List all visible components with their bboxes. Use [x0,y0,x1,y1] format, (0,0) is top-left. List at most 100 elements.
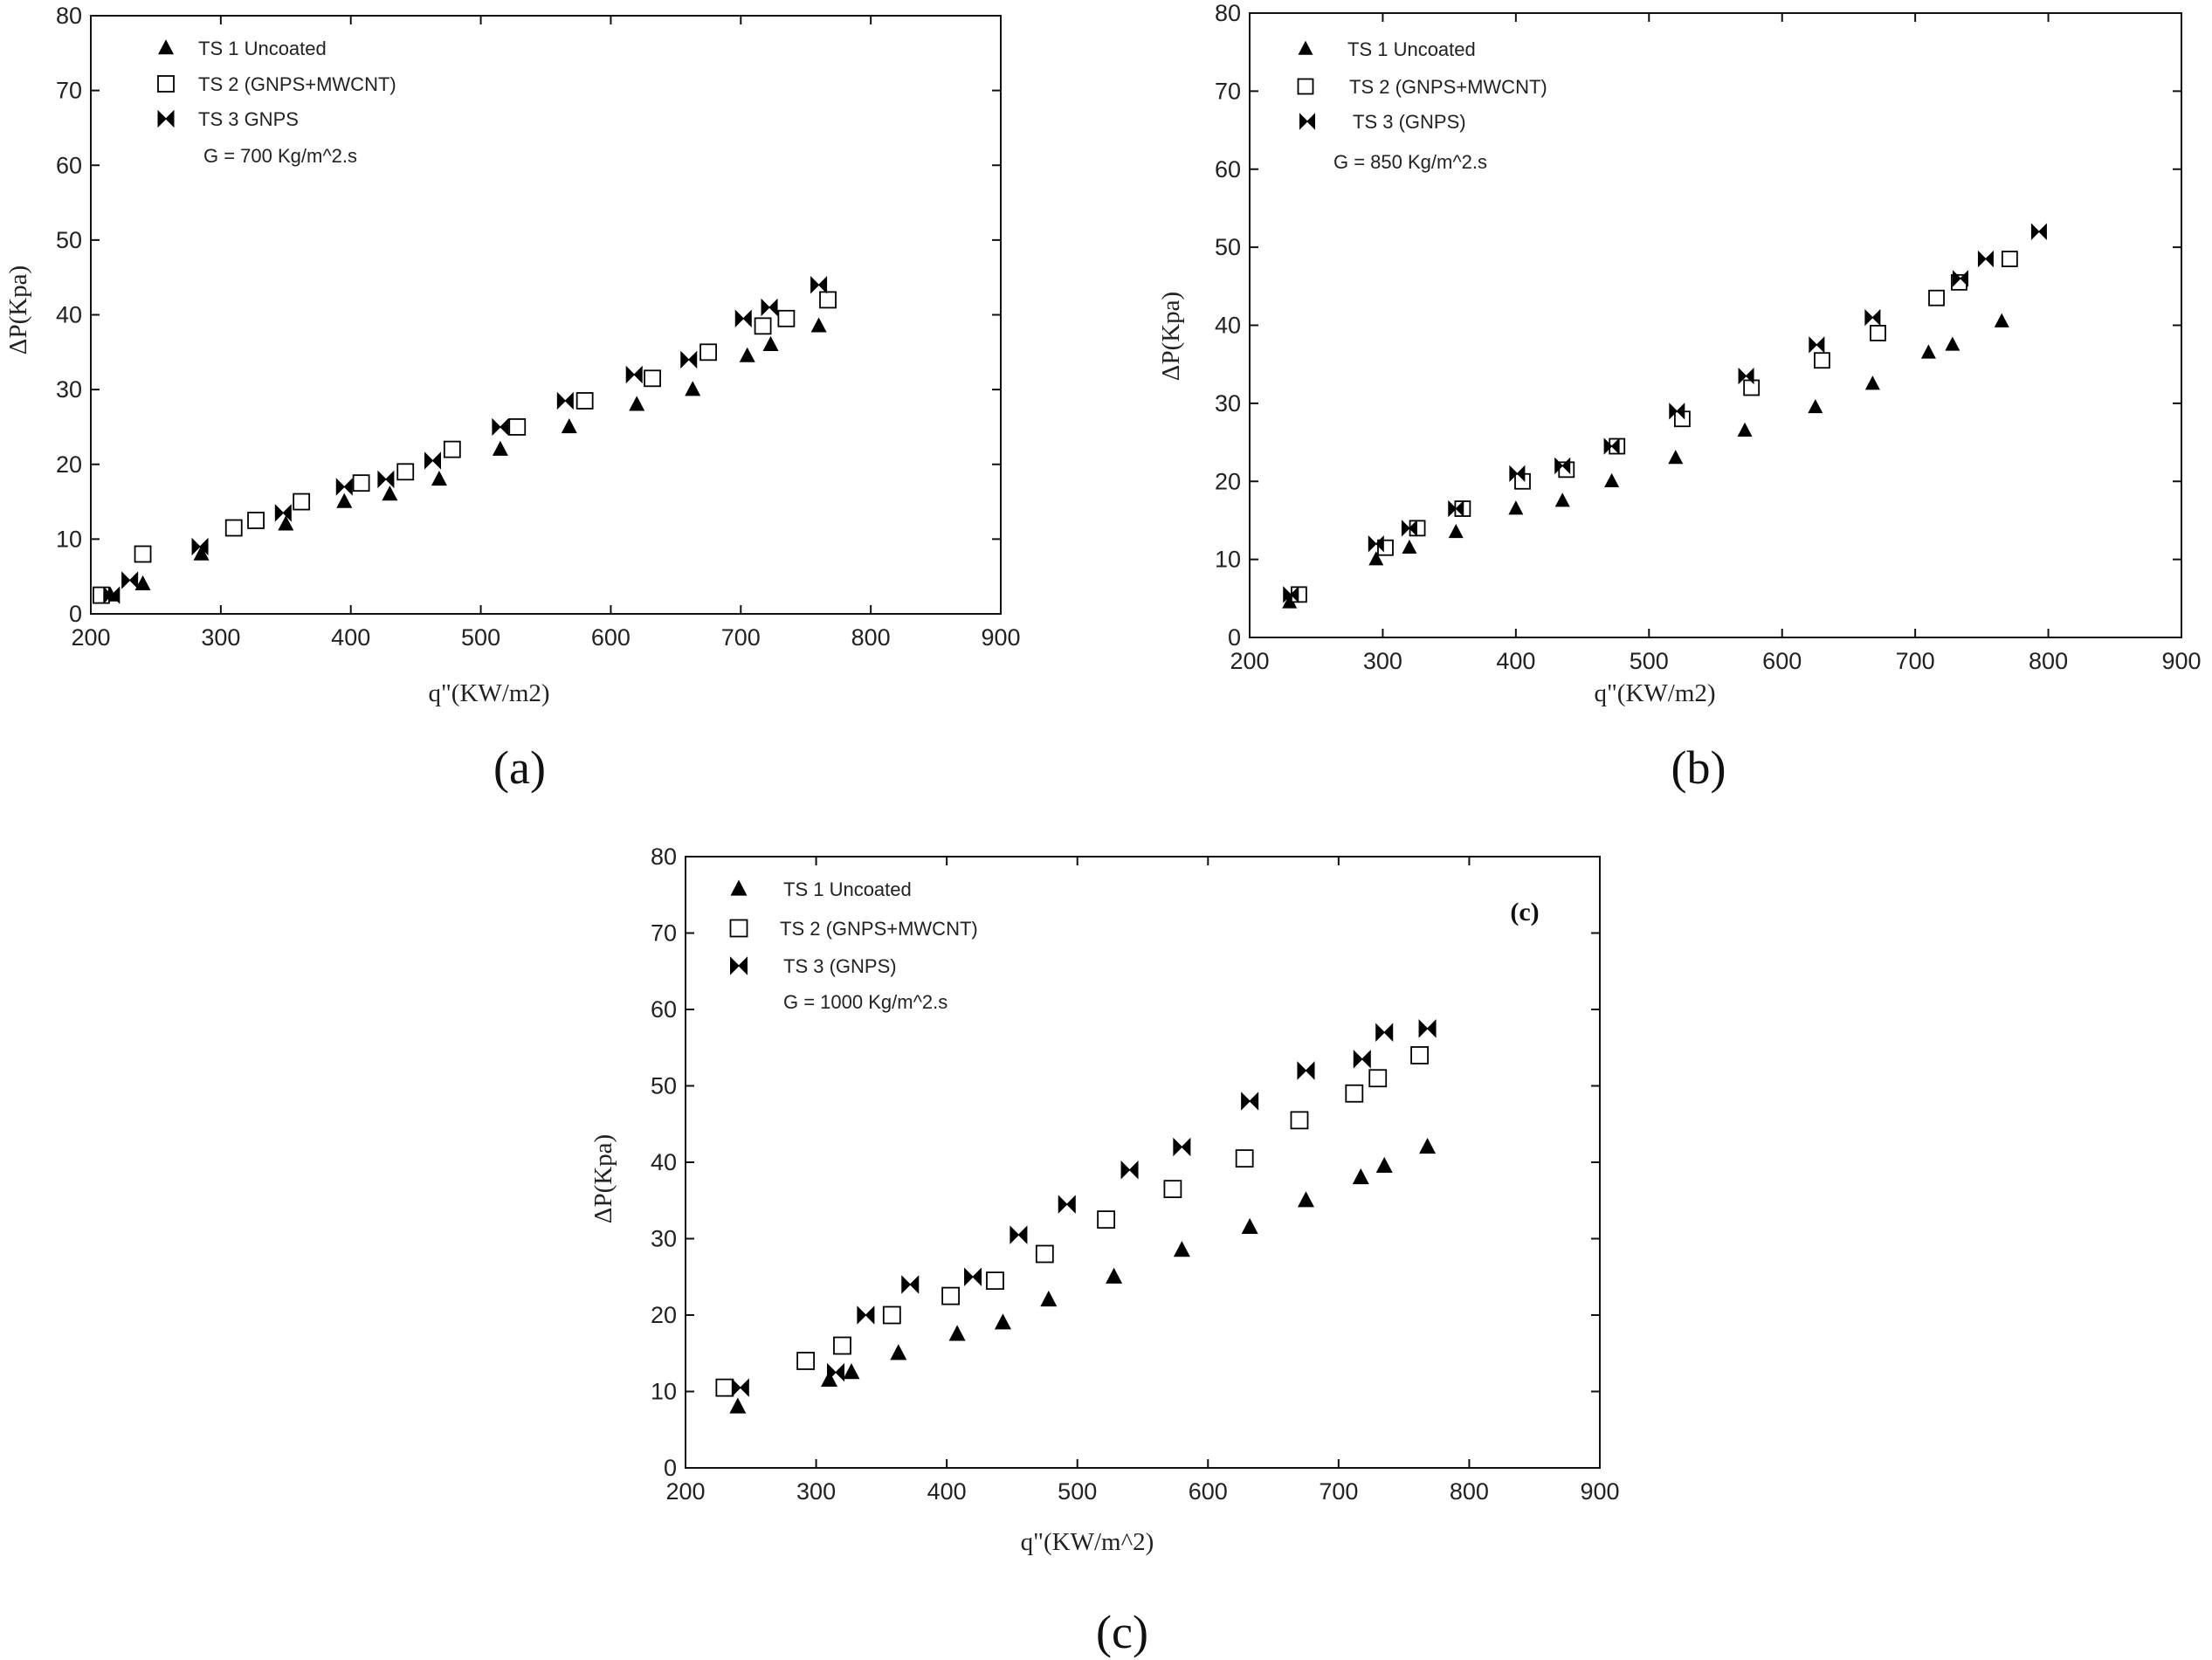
flow-rate-annotation: G = 700 Kg/m^2.s [203,145,357,167]
data-point-ts2 [2001,251,2018,267]
data-point-ts1 [948,1325,966,1341]
legend: TS 1 Uncoated TS 2 (GNPS+MWCNT) TS 3 (GN… [1297,38,1547,173]
plot-area: 200 300 400 500 600 700 800 900 0 10 20 30 40 50 60 70 8… [56,3,1021,651]
data-point-ts3 [901,1275,920,1294]
data-point-ts1 [1920,344,1936,359]
data-point-ts2 [352,474,370,492]
data-point-ts1 [729,1397,747,1414]
legend-symbol-ts2 [157,75,175,93]
data-point-ts2 [575,392,594,410]
data-point-ts1 [685,381,701,396]
y-tick-label: 60 [56,152,82,178]
data-point-ts3 [1448,499,1464,518]
x-tick-label: 400 [1496,648,1535,674]
legend-symbol-ts1 [730,879,748,896]
data-point-ts1 [1368,551,1384,566]
data-point-ts3 [680,350,698,369]
data-point-ts3 [1554,457,1571,475]
data-point-ts3 [1669,403,1685,420]
data-point-ts3 [191,537,209,556]
data-point-ts1 [134,575,151,590]
data-point-ts1 [1352,1168,1369,1185]
data-point-ts2 [833,1336,851,1355]
legend-marker-ts3 [1299,113,1315,130]
x-tick-label: 300 [201,624,240,651]
data-point-ts1 [336,492,353,508]
legend-symbol-ts1 [158,39,174,55]
data-point-ts2 [1235,1149,1254,1168]
panel-label-a: (a) [493,741,546,794]
data-point-ts1 [762,335,779,351]
legend-label-ts1: TS 1 Uncoated [783,878,912,900]
data-point-ts3 [274,504,292,522]
flow-rate-annotation: G = 850 Kg/m^2.s [1333,151,1487,173]
data-point-ts1 [890,1344,907,1360]
data-point-ts3 [121,571,139,589]
data-point-ts3 [964,1267,982,1286]
y-tick-label: 60 [651,996,677,1023]
data-point-ts3 [1738,367,1754,385]
x-tick-label: 400 [927,1478,967,1505]
y-tick-label: 70 [651,920,677,947]
chart-panel-c: 200 300 400 500 600 700 800 900 0 10 20 30 40 50 60 70 8… [589,844,1620,1658]
data-point-ts1 [1419,1138,1437,1154]
chart-panel-a: 200 300 400 500 600 700 800 900 0 10 20 30 40 50 60 70 8… [4,3,1021,794]
y-tick-label: 70 [56,78,82,104]
y-tick-label: 50 [651,1073,677,1099]
data-point-ts1 [1808,398,1823,414]
data-point-ts1 [810,317,827,333]
data-point-ts3 [2030,223,2047,240]
data-point-ts2 [986,1271,1004,1291]
x-axis-label: q"(KW/m2) [1594,679,1715,707]
x-tick-label: 600 [1189,1478,1228,1505]
y-tick-label: 20 [651,1302,677,1328]
legend-label-ts2: TS 2 (GNPS+MWCNT) [198,73,396,95]
data-point-ts2 [1928,289,1945,307]
data-point-ts3 [556,391,574,410]
data-point-ts3 [1401,520,1417,537]
data-point-ts3 [625,365,643,384]
plot-frame [685,856,1601,1469]
data-point-ts1 [382,486,398,501]
data-point-ts2 [1097,1210,1116,1230]
data-point-ts1 [739,347,755,362]
data-point-ts3 [377,470,395,489]
data-point-ts3 [827,1362,845,1382]
y-tick-label: 10 [56,526,82,552]
data-point-ts2 [715,1378,734,1397]
data-point-ts3 [731,1378,749,1397]
data-point-ts3 [761,298,778,317]
data-point-ts1 [1508,500,1524,515]
legend-symbol-ts1 [1298,40,1313,55]
data-point-ts1 [561,418,577,434]
data-point-ts1 [193,545,210,561]
data-point-ts2 [1368,1069,1388,1088]
panel-label-c: (c) [1096,1606,1148,1658]
y-tick-label: 70 [1215,78,1241,104]
y-tick-label: 30 [1215,390,1241,417]
y-tick-label: 80 [56,3,82,29]
data-point-ts3 [1283,586,1299,603]
data-point-ts2 [134,545,152,563]
legend-label-ts2: TS 2 (GNPS+MWCNT) [780,918,978,940]
x-tick-label: 600 [1762,648,1802,674]
data-point-ts2 [882,1305,901,1325]
x-tick-label: 900 [981,624,1020,651]
x-tick-label: 400 [331,624,370,651]
x-tick-label: 500 [1630,648,1669,674]
data-point-ts2 [941,1286,961,1305]
legend-marker-ts2 [729,919,748,938]
panel-label-b: (b) [1671,741,1726,794]
data-point-ts3 [492,417,509,437]
data-point-ts3 [734,309,752,327]
data-point-ts3 [1058,1195,1076,1214]
y-tick-label: 50 [1215,234,1241,260]
legend-label-ts3: TS 3 GNPS [198,108,299,130]
data-point-ts1 [278,515,294,531]
legend-symbol-ts3 [157,109,175,128]
data-point-ts3 [1297,1061,1315,1080]
data-point-ts3 [335,478,353,496]
legend-symbol-ts3 [1299,113,1315,130]
data-point-ts3 [1353,1050,1371,1069]
